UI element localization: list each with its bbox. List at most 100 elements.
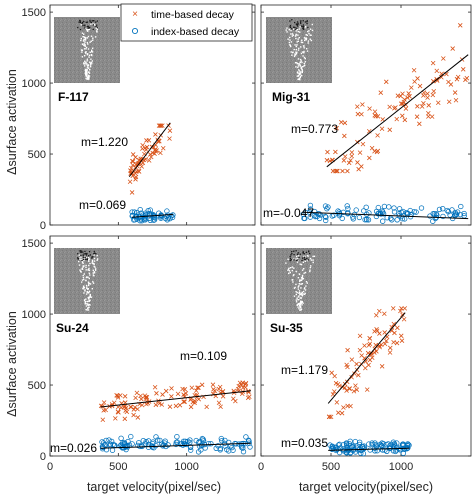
time-decay-point <box>100 417 106 423</box>
time-decay-point <box>400 312 405 318</box>
silhouette-pixel <box>83 299 86 302</box>
silhouette-pixel <box>87 298 90 300</box>
silhouette-pixel <box>80 24 82 26</box>
index-decay-point <box>99 439 105 445</box>
silhouette-pixel <box>93 262 95 265</box>
silhouette-pixel <box>82 36 84 38</box>
index-decay-slope-label: m=0.035 <box>281 436 328 450</box>
silhouette-pixel <box>82 274 84 277</box>
time-decay-point <box>353 383 358 388</box>
time-decay-point <box>157 123 163 128</box>
time-decay-point <box>122 394 128 399</box>
silhouette-dark-pixel <box>81 259 83 262</box>
silhouette-dark-pixel <box>96 20 98 22</box>
index-decay-point <box>379 440 385 446</box>
time-decay-point <box>452 90 458 95</box>
index-decay-point <box>346 441 352 447</box>
silhouette-pixel <box>82 40 85 42</box>
index-decay-point <box>363 204 369 210</box>
silhouette-pixel <box>83 55 86 57</box>
time-decay-point <box>152 384 158 390</box>
time-decay-point <box>356 372 361 378</box>
time-decay-point <box>192 398 198 404</box>
time-decay-point <box>342 133 347 139</box>
time-decay-point <box>431 78 436 84</box>
silhouette-pixel <box>90 23 92 25</box>
time-decay-slope-label: m=1.220 <box>81 135 128 149</box>
silhouette-pixel <box>297 258 299 260</box>
time-decay-point <box>245 395 251 401</box>
silhouette-pixel <box>85 27 87 29</box>
silhouette-dark-pixel <box>85 254 88 256</box>
index-decay-point <box>129 209 135 215</box>
time-decay-point <box>158 150 163 156</box>
index-decay-point <box>149 444 155 450</box>
time-decay-point <box>131 412 136 418</box>
silhouette-pixel <box>83 63 85 65</box>
time-decay-point <box>434 68 440 74</box>
time-decay-point <box>333 380 339 386</box>
y-tick-label: 1500 <box>22 238 46 250</box>
silhouette-pixel <box>296 28 299 31</box>
silhouette-dark-pixel <box>296 259 298 262</box>
silhouette-pixel <box>82 62 85 64</box>
time-decay-point <box>355 111 361 117</box>
silhouette-pixel <box>301 277 304 279</box>
silhouette-pixel <box>296 44 298 46</box>
silhouette-pixel <box>299 73 302 75</box>
silhouette-pixel <box>88 272 91 274</box>
index-decay-point <box>366 441 372 447</box>
silhouette-pixel <box>288 28 291 31</box>
silhouette-pixel <box>300 300 303 303</box>
silhouette-pixel <box>295 301 298 303</box>
time-decay-point <box>368 352 374 358</box>
silhouette-pixel <box>297 40 299 42</box>
time-decay-point <box>216 386 222 392</box>
index-decay-point <box>137 207 143 213</box>
index-decay-point <box>188 447 194 453</box>
silhouette-pixel <box>83 287 85 289</box>
time-decay-point <box>352 371 357 376</box>
time-decay-point <box>463 77 468 83</box>
time-decay-point <box>342 385 348 391</box>
time-decay-point <box>175 391 181 397</box>
silhouette-pixel <box>87 67 89 69</box>
silhouette-pixel <box>301 41 304 44</box>
silhouette-pixel <box>91 260 94 263</box>
silhouette-pixel <box>291 54 293 56</box>
index-decay-point <box>405 210 411 217</box>
silhouette-pixel <box>288 267 290 269</box>
index-decay-point <box>200 438 207 444</box>
time-decay-point <box>153 402 159 408</box>
silhouette-dark-pixel <box>307 259 309 261</box>
index-decay-point <box>307 206 314 212</box>
time-decay-point <box>417 83 423 89</box>
time-decay-point <box>357 333 363 339</box>
time-decay-point <box>156 123 162 128</box>
time-decay-point <box>425 95 430 100</box>
silhouette-pixel <box>300 41 303 43</box>
silhouette-pixel <box>302 66 304 68</box>
silhouette-pixel <box>292 51 294 53</box>
silhouette-pixel <box>81 258 83 261</box>
y-tick-label: 1000 <box>22 78 46 90</box>
index-decay-point <box>405 442 411 448</box>
silhouette-pixel <box>86 291 88 293</box>
silhouette-dark-pixel <box>289 257 292 259</box>
index-decay-point <box>128 433 134 440</box>
silhouette-dark-pixel <box>95 26 97 28</box>
silhouette-pixel <box>301 304 303 306</box>
index-decay-point <box>131 217 137 223</box>
silhouette-dark-pixel <box>308 250 310 252</box>
silhouette-pixel <box>302 290 305 293</box>
silhouette-pixel <box>87 48 90 50</box>
silhouette-pixel <box>81 268 84 270</box>
time-decay-point <box>409 85 414 90</box>
silhouette-pixel <box>299 302 301 304</box>
silhouette-pixel <box>313 255 316 257</box>
silhouette-pixel <box>293 258 295 260</box>
silhouette-pixel <box>87 28 90 30</box>
silhouette-dark-pixel <box>93 253 95 255</box>
time-decay-point <box>387 345 393 351</box>
time-decay-point <box>169 386 174 391</box>
